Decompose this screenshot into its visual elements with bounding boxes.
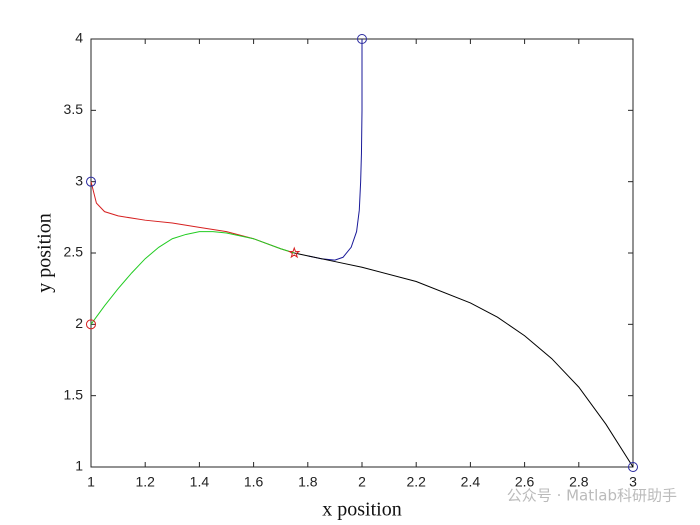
marker xyxy=(86,319,96,330)
marker xyxy=(86,176,96,187)
y-tick-label: 4 xyxy=(75,30,83,46)
x-tick-label: 1.2 xyxy=(135,474,155,490)
marker xyxy=(288,246,301,259)
y-tick-label: 2.5 xyxy=(64,244,84,260)
x-tick-label: 2 xyxy=(358,474,366,490)
y-tick-label: 1 xyxy=(75,458,83,474)
trajectory xyxy=(90,231,295,325)
x-tick-label: 2.8 xyxy=(569,474,589,490)
x-tick-label: 2.2 xyxy=(406,474,426,490)
x-tick-label: 1.8 xyxy=(298,474,318,490)
x-tick-label: 2.6 xyxy=(515,474,535,490)
y-tick-label: 2 xyxy=(75,315,83,331)
x-axis-label: x position xyxy=(322,499,401,521)
x-tick-label: 1 xyxy=(87,474,95,490)
trajectory xyxy=(307,39,363,261)
marker xyxy=(357,34,367,44)
y-axis-label: y position xyxy=(34,213,56,292)
x-tick-label: 1.4 xyxy=(190,474,210,490)
x-tick-label: 2.4 xyxy=(461,474,481,490)
x-tick-label: 1.6 xyxy=(244,474,264,490)
marker xyxy=(628,462,638,472)
y-tick-label: 3 xyxy=(75,172,83,188)
trajectory xyxy=(294,252,634,468)
y-tick-label: 3.5 xyxy=(64,101,84,117)
x-tick-label: 3 xyxy=(629,474,637,490)
y-tick-label: 1.5 xyxy=(64,386,84,402)
watermark: 公众号 · Matlab科研助手 xyxy=(507,487,677,505)
